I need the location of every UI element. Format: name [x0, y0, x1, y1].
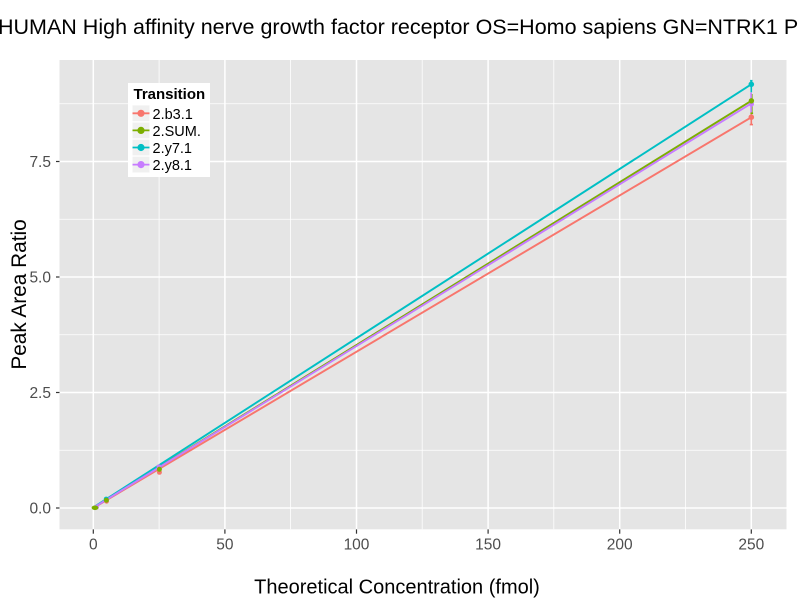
svg-text:50: 50: [216, 536, 234, 553]
svg-text:2.y7.1: 2.y7.1: [153, 141, 193, 157]
svg-text:0.0: 0.0: [29, 501, 51, 518]
svg-text:2.y8.1: 2.y8.1: [153, 158, 193, 174]
svg-text:250: 250: [738, 536, 764, 553]
svg-text:2.5: 2.5: [29, 385, 51, 402]
svg-text:5.0: 5.0: [29, 270, 51, 287]
svg-text:HUMAN High affinity nerve grow: HUMAN High affinity nerve growth factor …: [0, 15, 800, 39]
svg-text:Theoretical Concentration (fmo: Theoretical Concentration (fmol): [254, 577, 540, 599]
svg-text:2.SUM.: 2.SUM.: [153, 124, 201, 140]
svg-text:Transition: Transition: [134, 86, 206, 103]
svg-text:7.5: 7.5: [29, 154, 51, 171]
svg-text:100: 100: [344, 536, 370, 553]
svg-text:Peak Area Ratio: Peak Area Ratio: [8, 219, 31, 369]
svg-text:150: 150: [475, 536, 501, 553]
svg-text:0: 0: [89, 536, 98, 553]
svg-text:2.b3.1: 2.b3.1: [153, 107, 193, 123]
svg-text:200: 200: [607, 536, 633, 553]
